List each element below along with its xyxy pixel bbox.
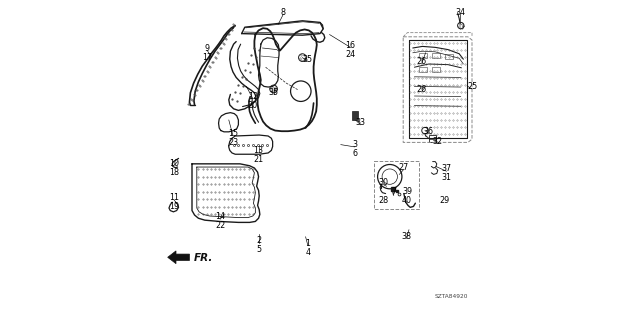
Text: 23: 23 bbox=[228, 138, 238, 147]
Text: 27: 27 bbox=[399, 163, 409, 172]
Bar bbox=[445, 54, 453, 59]
Text: 1: 1 bbox=[305, 239, 310, 248]
Text: 7: 7 bbox=[391, 188, 396, 196]
Text: 17: 17 bbox=[202, 53, 212, 62]
Text: 34: 34 bbox=[456, 8, 466, 17]
Text: 13: 13 bbox=[253, 146, 264, 155]
Text: 12: 12 bbox=[248, 92, 258, 101]
Text: 28: 28 bbox=[378, 196, 388, 205]
Bar bbox=[432, 53, 440, 58]
Text: 18: 18 bbox=[169, 168, 179, 177]
Text: 19: 19 bbox=[169, 202, 179, 211]
Text: 15: 15 bbox=[228, 129, 238, 138]
Bar bbox=[419, 67, 428, 72]
Bar bbox=[352, 111, 358, 120]
Text: 21: 21 bbox=[253, 155, 264, 164]
Text: 30: 30 bbox=[378, 178, 388, 187]
Text: 33: 33 bbox=[356, 118, 365, 127]
Text: 24: 24 bbox=[346, 50, 355, 59]
Text: 36: 36 bbox=[424, 127, 434, 136]
Text: 29: 29 bbox=[440, 196, 450, 205]
Text: 11: 11 bbox=[169, 193, 179, 202]
Text: 16: 16 bbox=[346, 41, 355, 50]
Text: SZTA84920: SZTA84920 bbox=[435, 294, 468, 300]
Text: 35: 35 bbox=[269, 88, 278, 97]
Bar bbox=[419, 53, 428, 58]
Text: 26: 26 bbox=[417, 85, 427, 94]
Text: 4: 4 bbox=[305, 248, 310, 257]
Text: 40: 40 bbox=[401, 196, 412, 205]
Text: 25: 25 bbox=[467, 82, 477, 91]
Text: 9: 9 bbox=[205, 44, 210, 53]
Text: 2: 2 bbox=[256, 236, 261, 245]
Text: 39: 39 bbox=[403, 188, 413, 196]
Text: 31: 31 bbox=[442, 173, 451, 182]
Text: 26: 26 bbox=[417, 57, 427, 66]
Text: 20: 20 bbox=[248, 101, 258, 110]
Text: 35: 35 bbox=[302, 55, 312, 64]
Text: 38: 38 bbox=[401, 232, 412, 241]
Text: 32: 32 bbox=[433, 137, 443, 146]
Text: FR.: FR. bbox=[195, 253, 214, 263]
Polygon shape bbox=[168, 251, 189, 264]
Text: 5: 5 bbox=[256, 245, 261, 254]
Text: 22: 22 bbox=[215, 221, 225, 230]
Text: 3: 3 bbox=[352, 140, 357, 149]
Text: 8: 8 bbox=[281, 8, 285, 17]
Text: 6: 6 bbox=[352, 149, 357, 158]
Text: 10: 10 bbox=[169, 159, 179, 168]
Text: 37: 37 bbox=[442, 164, 451, 173]
Text: 14: 14 bbox=[215, 212, 225, 221]
Bar bbox=[429, 135, 436, 142]
Bar bbox=[432, 67, 440, 72]
